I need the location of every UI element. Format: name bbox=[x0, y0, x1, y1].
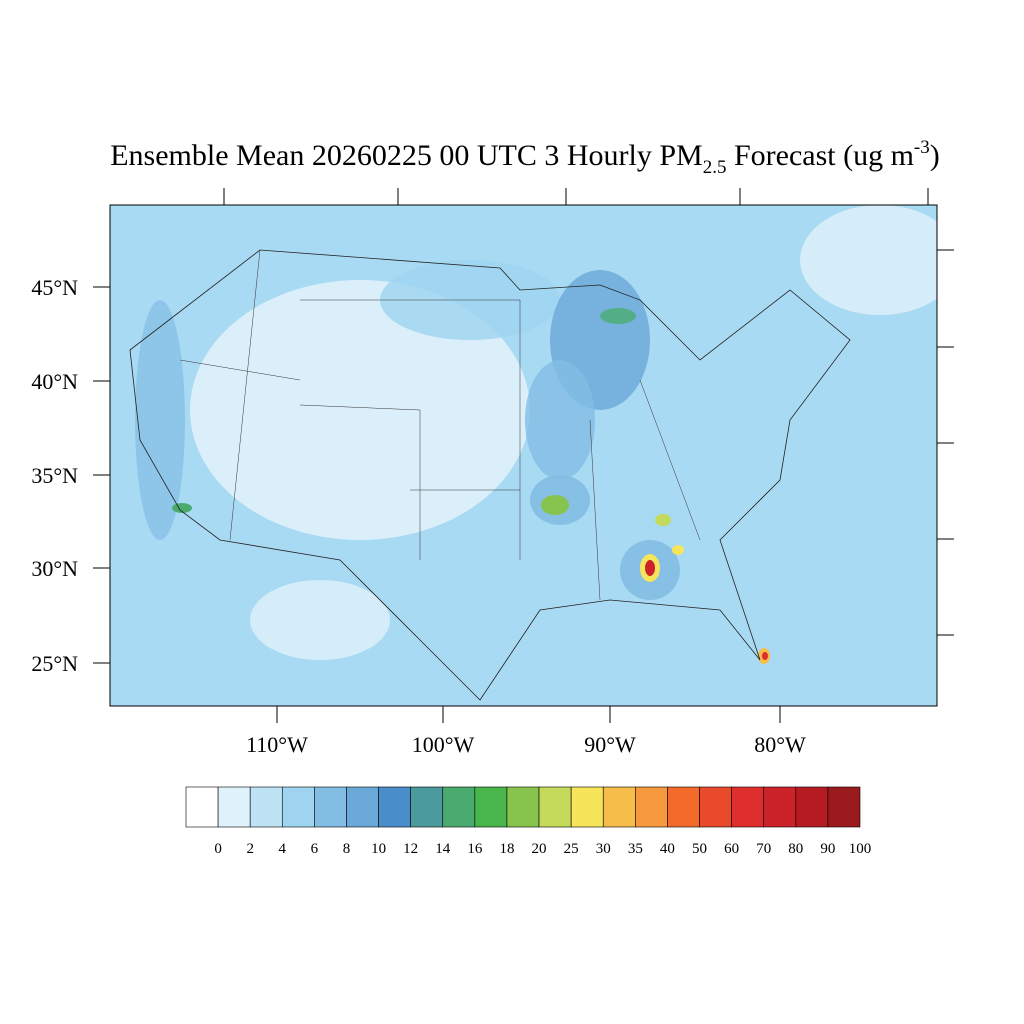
lat-label: 35°N bbox=[31, 463, 78, 488]
lon-label: 90°W bbox=[584, 732, 636, 757]
colorbar-label: 70 bbox=[756, 841, 771, 857]
colorbar-label: 20 bbox=[532, 841, 547, 857]
map-ticks bbox=[93, 188, 954, 723]
colorbar-box bbox=[346, 786, 379, 828]
colorbar-box bbox=[635, 786, 668, 828]
colorbar-box bbox=[281, 786, 315, 828]
colorbar-box bbox=[795, 786, 829, 828]
map-field bbox=[110, 205, 937, 706]
colorbar-label: 40 bbox=[660, 841, 675, 857]
colorbar-label: 100 bbox=[849, 841, 872, 857]
colorbar-label: 0 bbox=[214, 841, 222, 857]
colorbar-label: 50 bbox=[692, 841, 707, 857]
title-subscript: 2.5 bbox=[703, 157, 727, 178]
colorbar-box bbox=[217, 786, 251, 828]
colorbar-label: 4 bbox=[279, 841, 287, 857]
colorbar-label: 8 bbox=[343, 841, 351, 857]
lat-label: 40°N bbox=[31, 369, 78, 394]
lon-label: 100°W bbox=[412, 732, 475, 757]
colorbar-label: 2 bbox=[246, 841, 254, 857]
colorbar-box bbox=[667, 786, 700, 828]
colorbar-box bbox=[827, 786, 861, 828]
title: Ensemble Mean 20260225 00 UTC 3 Hourly P… bbox=[110, 137, 940, 178]
colorbar-box bbox=[602, 786, 636, 828]
colorbar-box bbox=[378, 786, 411, 828]
colorbar-box bbox=[731, 786, 765, 828]
colorbar-box bbox=[506, 786, 540, 828]
colorbar: 0 2 4 6 8 10 12 14 16 18 20 25 30 35 40 50 60 70 80 90 100 bbox=[185, 786, 872, 857]
colorbar-box bbox=[185, 786, 219, 828]
colorbar-box bbox=[538, 786, 572, 828]
colorbar-label: 18 bbox=[499, 841, 514, 857]
map-frame bbox=[109, 204, 938, 707]
colorbar-box bbox=[410, 786, 444, 828]
colorbar-box bbox=[570, 786, 604, 828]
title-superscript: -3 bbox=[914, 137, 930, 158]
colorbar-label: 16 bbox=[467, 841, 483, 857]
title-end: ) bbox=[930, 139, 940, 172]
lat-label: 25°N bbox=[31, 651, 78, 676]
lon-label: 80°W bbox=[754, 732, 806, 757]
colorbar-box bbox=[699, 786, 732, 828]
colorbar-label: 14 bbox=[435, 841, 451, 857]
colorbar-label: 35 bbox=[628, 841, 643, 857]
lon-label: 110°W bbox=[246, 732, 308, 757]
colorbar-box bbox=[442, 786, 476, 828]
colorbar-label: 25 bbox=[564, 841, 579, 857]
colorbar-label: 10 bbox=[371, 841, 386, 857]
title-middle: Forecast (ug m bbox=[726, 139, 913, 172]
lat-label: 45°N bbox=[31, 275, 78, 300]
colorbar-label: 12 bbox=[403, 841, 418, 857]
title-main: Ensemble Mean 20260225 00 UTC 3 Hourly P… bbox=[110, 139, 702, 172]
colorbar-box bbox=[314, 786, 347, 828]
colorbar-box bbox=[474, 786, 508, 828]
colorbar-label: 90 bbox=[820, 841, 835, 857]
colorbar-box bbox=[763, 786, 797, 828]
colorbar-label: 6 bbox=[311, 841, 319, 857]
colorbar-label: 60 bbox=[724, 841, 739, 857]
lat-label: 30°N bbox=[31, 556, 78, 581]
colorbar-label: 30 bbox=[596, 841, 611, 857]
colorbar-label: 80 bbox=[788, 841, 803, 857]
colorbar-box bbox=[249, 786, 283, 828]
